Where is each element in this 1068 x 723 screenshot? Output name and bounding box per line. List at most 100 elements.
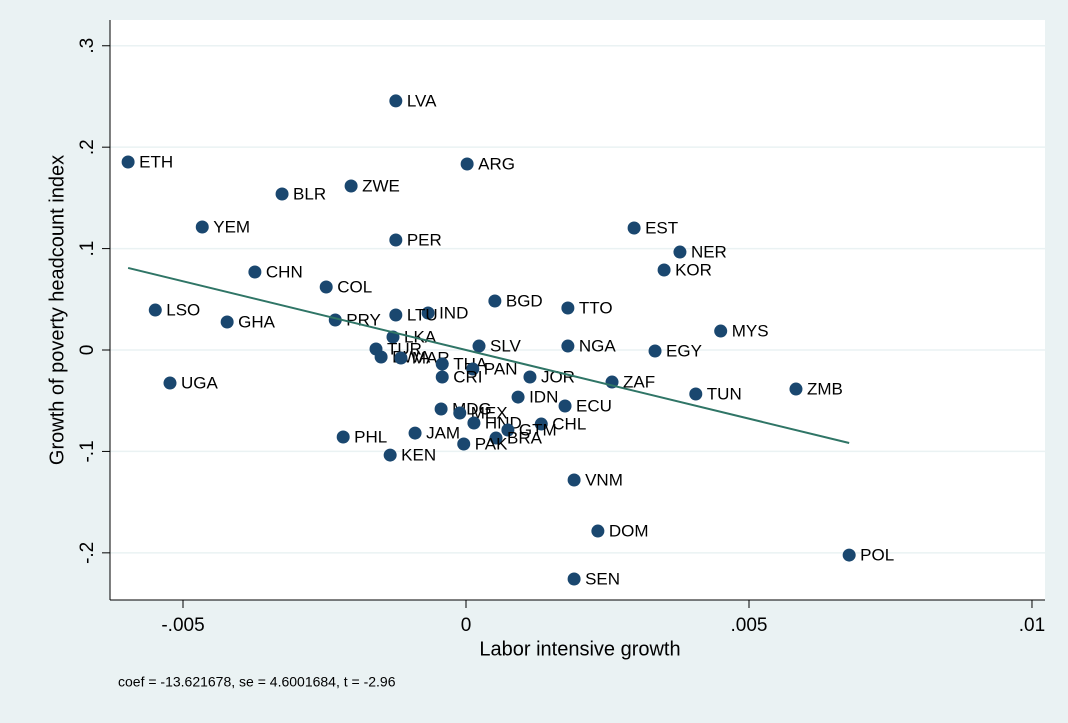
point-label: MYS: [732, 322, 769, 341]
y-axis-title: Growth of poverty headcount index: [46, 155, 68, 465]
point-label: KEN: [401, 446, 436, 465]
point: [657, 263, 671, 277]
point-label: SLV: [490, 337, 522, 356]
point: [457, 437, 471, 451]
point-label: JOR: [541, 367, 575, 386]
point: [434, 402, 448, 416]
point: [561, 301, 575, 315]
point-label: KOR: [675, 260, 712, 279]
point-label: CHN: [266, 263, 303, 282]
point: [374, 350, 388, 364]
point-label: ECU: [576, 396, 612, 415]
point: [467, 416, 481, 430]
point-label: LSO: [166, 301, 200, 320]
point-label: IDN: [529, 388, 558, 407]
point: [558, 399, 572, 413]
point: [488, 294, 502, 308]
point: [248, 265, 262, 279]
point-label: NER: [691, 243, 727, 262]
point-label: ZAF: [623, 373, 655, 392]
point: [408, 426, 422, 440]
point: [121, 155, 135, 169]
x-tick-label: -.005: [161, 615, 204, 636]
point: [453, 406, 467, 420]
point: [389, 233, 403, 247]
point: [383, 448, 397, 462]
point-label: IND: [439, 303, 468, 322]
point-label: GTM: [519, 421, 557, 440]
y-tick-label: .2: [77, 139, 98, 155]
point: [195, 220, 209, 234]
point-label: LTU: [407, 306, 438, 325]
point: [511, 390, 525, 404]
point: [336, 430, 350, 444]
point: [567, 572, 581, 586]
x-tick-label: 0: [461, 615, 472, 636]
point-label: COL: [337, 278, 372, 297]
point: [148, 303, 162, 317]
point: [220, 315, 234, 329]
point-label: VNM: [585, 471, 623, 490]
y-tick-label: .1: [77, 241, 98, 257]
point-label: BGD: [506, 292, 543, 311]
point: [389, 94, 403, 108]
plot-area: [110, 20, 1045, 600]
point: [466, 362, 480, 376]
point-label: BLR: [293, 185, 326, 204]
point: [435, 357, 449, 371]
point-label: TTO: [579, 299, 613, 318]
point-label: YEM: [213, 217, 250, 236]
point-label: CHL: [552, 415, 586, 434]
point-label: EGY: [666, 342, 702, 361]
point: [460, 157, 474, 171]
y-tick-label: -.1: [77, 440, 98, 462]
point-label: PAN: [484, 359, 518, 378]
point-label: EST: [645, 218, 678, 237]
point: [561, 339, 575, 353]
point-label: MEX: [471, 403, 508, 422]
point: [648, 344, 662, 358]
point-label: PAK: [475, 435, 508, 454]
point: [394, 351, 408, 365]
point-label: PER: [407, 230, 442, 249]
point: [673, 245, 687, 259]
x-tick-label: .005: [730, 615, 767, 636]
x-tick-label: .01: [1019, 615, 1045, 636]
point-label: BRA: [507, 429, 543, 448]
point-label: ETH: [139, 152, 173, 171]
point: [421, 306, 435, 320]
point-label: CRI: [453, 367, 482, 386]
point: [435, 370, 449, 384]
point-label: GHA: [238, 313, 276, 332]
point-label: DOM: [609, 522, 649, 541]
point-label: SEN: [585, 569, 620, 588]
point-label: JAM: [426, 424, 460, 443]
point: [842, 548, 856, 562]
point: [714, 324, 728, 338]
y-tick-label: 0: [77, 345, 98, 356]
point-label: ZMB: [807, 380, 843, 399]
point: [534, 417, 548, 431]
y-tick-label: -.2: [77, 542, 98, 564]
fit-line: [127, 266, 850, 444]
point: [275, 187, 289, 201]
point-label: ARG: [478, 154, 515, 173]
point-label: PRY: [346, 310, 381, 329]
point-label: POL: [860, 546, 894, 565]
y-tick-label: .3: [77, 38, 98, 54]
point: [523, 370, 537, 384]
point: [689, 387, 703, 401]
point-label: LVA: [407, 91, 437, 110]
point-label: ZWE: [362, 177, 400, 196]
note: coef = -13.621678, se = 4.6001684, t = -…: [118, 674, 396, 690]
point: [472, 339, 486, 353]
point: [567, 473, 581, 487]
point-label: UGA: [181, 373, 219, 392]
point: [344, 179, 358, 193]
x-axis-title: Labor intensive growth: [479, 638, 680, 660]
point: [591, 524, 605, 538]
point-label: TUR: [387, 339, 422, 358]
point-label: PHL: [354, 428, 387, 447]
